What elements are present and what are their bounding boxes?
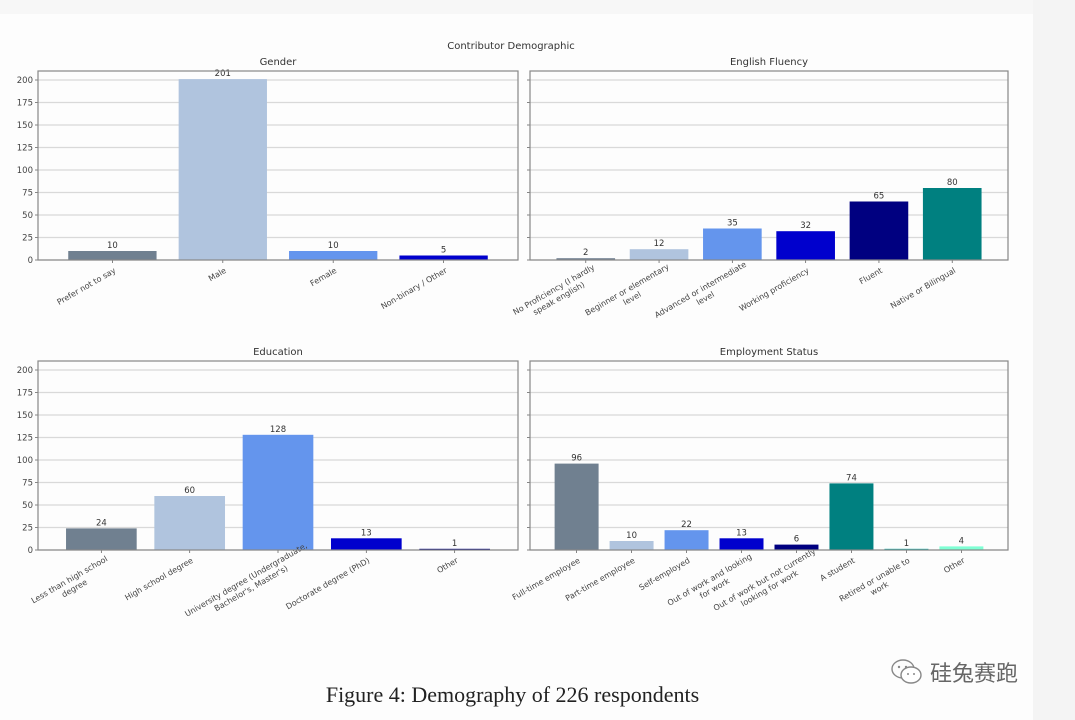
bar-value-label: 96: [571, 454, 582, 464]
bar-value-label: 60: [184, 486, 195, 496]
y-tick-label: 125: [17, 434, 33, 444]
y-tick-label: 75: [22, 479, 33, 489]
bar: [154, 496, 226, 550]
bar: [703, 228, 762, 260]
y-tick-label: 75: [22, 189, 33, 199]
x-category-label: Other: [942, 556, 967, 576]
x-category-label: Self-employed: [638, 556, 692, 592]
subplot-title: Gender: [260, 57, 298, 68]
bar: [289, 251, 378, 260]
subplot-education: 0 25 50 75 100 125 150 175 200 Education 24 Less th…: [17, 347, 519, 627]
bar: [719, 538, 764, 550]
bar: [399, 255, 488, 260]
figure-suptitle: Contributor Demographic: [447, 41, 575, 52]
y-tick-label: 50: [22, 211, 33, 221]
bar-value-label: 35: [727, 219, 738, 229]
x-category-label: Other: [435, 556, 460, 576]
bar: [66, 528, 137, 550]
bar: [922, 188, 982, 260]
x-category-label: Male: [207, 266, 228, 283]
figure-caption: Figure 4: Demography of 226 respondents: [325, 682, 700, 707]
top-margin: [0, 0, 1075, 14]
watermark: 硅兔赛跑: [890, 656, 1018, 688]
x-category-label: A student: [819, 556, 857, 583]
bar-value-label: 24: [96, 518, 107, 528]
bar-value-label: 4: [959, 536, 964, 546]
bar: [556, 258, 616, 260]
y-tick-label: 200: [17, 366, 33, 376]
y-tick-label: 200: [17, 76, 33, 86]
bar-value-label: 13: [361, 528, 372, 538]
right-margin: [1033, 0, 1075, 720]
bar: [178, 79, 267, 260]
bar: [554, 463, 599, 550]
bar-value-label: 2: [583, 248, 588, 258]
axes-frame: [529, 70, 1009, 261]
bar-value-label: 10: [107, 241, 118, 251]
axes-frame: [529, 360, 1009, 551]
x-category-label: Less than high schooldegree: [30, 554, 114, 614]
y-tick-label: 25: [22, 524, 33, 534]
bar: [774, 544, 819, 550]
subplot-title: English Fluency: [730, 57, 808, 68]
y-tick-label: 0: [28, 256, 33, 266]
bar-value-label: 10: [328, 241, 339, 251]
subplot-title: Education: [253, 347, 303, 358]
bar-value-label: 128: [270, 425, 286, 435]
y-tick-label: 100: [17, 166, 33, 176]
y-tick-label: 175: [17, 99, 33, 109]
y-tick-label: 125: [17, 144, 33, 154]
bar-value-label: 1: [452, 539, 457, 549]
bar-value-label: 22: [681, 520, 692, 530]
bar: [939, 546, 984, 550]
bar-value-label: 10: [626, 531, 637, 541]
x-category-label: University degree (Undergraduate,Bachelo…: [183, 541, 313, 627]
y-tick-label: 50: [22, 501, 33, 511]
x-category-label: Fluent: [858, 266, 884, 286]
x-category-label: Doctorate degree (PhD): [284, 556, 371, 611]
x-category-label: Female: [309, 266, 339, 288]
wechat-icon: [891, 659, 922, 684]
bar: [776, 231, 835, 260]
axes-frame: [37, 360, 519, 551]
bar-value-label: 13: [736, 528, 747, 538]
bar-value-label: 5: [441, 246, 446, 256]
bar: [664, 530, 709, 550]
axes-frame: [37, 70, 519, 261]
y-tick-label: 100: [17, 456, 33, 466]
subplot-gender: 0 25 50 75 100 125 150 175 200 Gender 10 Prefer not…: [17, 57, 519, 311]
bar: [849, 201, 909, 260]
y-tick-label: 25: [22, 234, 33, 244]
bar: [330, 538, 402, 550]
bar-value-label: 12: [654, 239, 665, 249]
bar: [609, 541, 654, 550]
bar: [68, 251, 157, 260]
watermark-text: 硅兔赛跑: [930, 662, 1019, 687]
y-tick-label: 150: [17, 411, 33, 421]
bar: [829, 483, 874, 550]
bar-value-label: 1: [904, 539, 909, 549]
x-category-label: Working proficiency: [738, 266, 811, 313]
bar-value-label: 32: [800, 221, 811, 231]
x-category-label: High school degree: [123, 556, 194, 602]
y-tick-label: 150: [17, 121, 33, 131]
bar: [629, 249, 689, 260]
bar-value-label: 65: [874, 192, 885, 202]
subplot-title: Employment Status: [720, 347, 818, 358]
x-category-label: Prefer not to say: [55, 266, 117, 307]
bar: [242, 434, 314, 550]
y-tick-label: 0: [28, 546, 33, 556]
bar-value-label: 74: [846, 473, 857, 483]
bar-value-label: 80: [947, 178, 958, 188]
bar-value-label: 201: [215, 69, 231, 79]
y-tick-label: 175: [17, 389, 33, 399]
bar-value-label: 6: [794, 535, 799, 545]
x-category-label: Non-binary / Other: [379, 266, 449, 311]
x-category-label: Native or Bilingual: [889, 266, 957, 311]
